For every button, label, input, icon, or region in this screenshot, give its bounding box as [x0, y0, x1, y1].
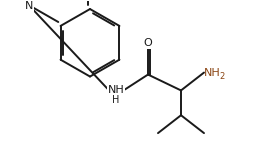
Text: 2: 2	[219, 72, 224, 81]
Text: NH: NH	[204, 68, 221, 78]
Text: NH: NH	[108, 85, 124, 95]
Text: H: H	[112, 95, 120, 105]
Text: O: O	[144, 38, 152, 48]
Text: N: N	[25, 1, 33, 11]
